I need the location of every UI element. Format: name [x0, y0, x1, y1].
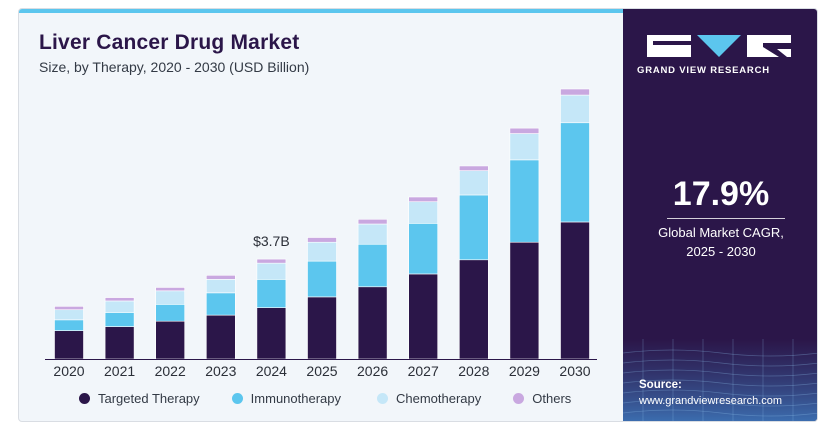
bar-2027-series-3	[408, 196, 439, 203]
bar-2021-series-3	[104, 297, 135, 302]
bar-2028-series-2	[458, 170, 489, 196]
bar-2026-series-3	[357, 218, 388, 225]
cagr-label-line2: 2025 - 2030	[686, 244, 756, 259]
bar-2027-series-1	[408, 223, 439, 275]
legend-swatch-others	[513, 393, 525, 404]
legend-label-immuno: Immunotherapy	[250, 391, 341, 406]
bar-2024-series-2	[256, 262, 287, 280]
bar-2023-series-0	[206, 314, 236, 360]
bar-2023-series-2	[206, 279, 236, 294]
brand-logo	[647, 31, 797, 66]
brand-name: GRAND VIEW RESEARCH	[637, 65, 770, 76]
bar-2024-series-0	[256, 307, 287, 360]
x-tick-label-2025: 2025	[306, 363, 337, 379]
legend-swatch-targeted	[79, 393, 90, 404]
bar-2020-series-2	[54, 309, 84, 321]
legend-item-chemo: Chemotherapy	[377, 391, 481, 406]
x-tick-label-2027: 2027	[408, 363, 439, 379]
x-tick-label-2020: 2020	[53, 363, 84, 379]
chart-title: Liver Cancer Drug Market	[39, 31, 300, 54]
bar-2022-series-0	[155, 320, 185, 360]
legend-label-others: Others	[532, 391, 572, 406]
chart-card: Liver Cancer Drug Market Size, by Therap…	[18, 8, 818, 422]
bar-2028-series-3	[458, 165, 489, 171]
bar-2026-series-2	[357, 223, 388, 245]
legend-label-chemo: Chemotherapy	[396, 391, 482, 406]
legend-item-others: Others	[513, 391, 571, 406]
x-tick-label-2022: 2022	[155, 363, 186, 379]
bar-2028-series-1	[458, 194, 489, 261]
legend-item-targeted: Targeted Therapy	[79, 391, 200, 406]
bar-2025-series-3	[307, 237, 337, 243]
cagr-value: 17.9%	[672, 175, 770, 213]
bar-2022-series-1	[155, 304, 185, 322]
bar-2027-series-2	[408, 201, 439, 224]
x-tick-label-2026: 2026	[357, 363, 388, 379]
bar-2029-series-3	[509, 127, 540, 134]
bar-2021-series-0	[104, 326, 135, 360]
bar-2021-series-2	[104, 300, 135, 313]
bar-2022-series-2	[155, 290, 185, 305]
annotation-2024: $3.7B	[253, 233, 290, 249]
legend-item-immuno: Immunotherapy	[231, 391, 341, 406]
legend-swatch-immuno	[231, 393, 243, 404]
stacked-bar-chart: 2020 2021 2022 2023 2024 $3.7B 2025 2026 2027 202…	[45, 88, 597, 379]
bar-2020-series-0	[54, 330, 84, 360]
bar-2022-series-3	[155, 287, 185, 292]
cagr-label-line1: Global Market CAGR,	[658, 225, 784, 240]
legend-swatch-chemo	[377, 393, 388, 404]
bar-2025-series-0	[307, 296, 337, 360]
bar-2027-series-0	[408, 273, 439, 360]
bar-2023-series-1	[206, 292, 236, 316]
cagr-divider	[667, 218, 785, 219]
bar-2023-series-3	[206, 274, 236, 280]
x-tick-label-2029: 2029	[509, 363, 540, 379]
brand-logo-mark	[647, 35, 791, 57]
x-tick-label-2021: 2021	[104, 363, 135, 379]
bar-2024-series-3	[256, 258, 287, 264]
bar-2025-series-2	[307, 241, 337, 262]
bar-2030-series-0	[560, 221, 590, 360]
legend-label-targeted: Targeted Therapy	[98, 391, 200, 406]
x-tick-label-2023: 2023	[205, 363, 236, 379]
bar-2030-series-3	[560, 88, 590, 96]
bar-2021-series-1	[104, 312, 135, 327]
x-tick-label-2024: 2024	[256, 363, 287, 379]
wave-pattern	[623, 339, 817, 421]
source-link[interactable]: www.grandviewresearch.com	[639, 395, 783, 407]
bar-2030-series-2	[560, 94, 590, 124]
bar-2030-series-1	[560, 122, 590, 223]
bar-2029-series-1	[509, 159, 540, 243]
cagr-label: Global Market CAGR, 2025 - 2030	[623, 223, 817, 261]
source-label: Source:	[639, 379, 682, 391]
x-tick-label-2030: 2030	[559, 363, 590, 379]
bar-2020-series-1	[54, 319, 84, 331]
accent-bar	[19, 9, 623, 13]
bar-2026-series-1	[357, 243, 388, 288]
bar-2029-series-0	[509, 241, 540, 360]
chart-legend: Targeted Therapy Immunotherapy Chemother…	[79, 391, 603, 406]
brand-panel: GRAND VIEW RESEARCH 17.9% Global Market …	[623, 9, 817, 421]
chart-subtitle: Size, by Therapy, 2020 - 2030 (USD Billi…	[39, 59, 310, 75]
bar-2025-series-1	[307, 260, 337, 298]
bar-2024-series-1	[256, 279, 287, 309]
x-tick-label-2028: 2028	[458, 363, 489, 379]
bar-2020-series-3	[54, 306, 84, 311]
bar-2028-series-0	[458, 259, 489, 360]
bar-2026-series-0	[357, 286, 388, 360]
bar-2029-series-2	[509, 133, 540, 161]
